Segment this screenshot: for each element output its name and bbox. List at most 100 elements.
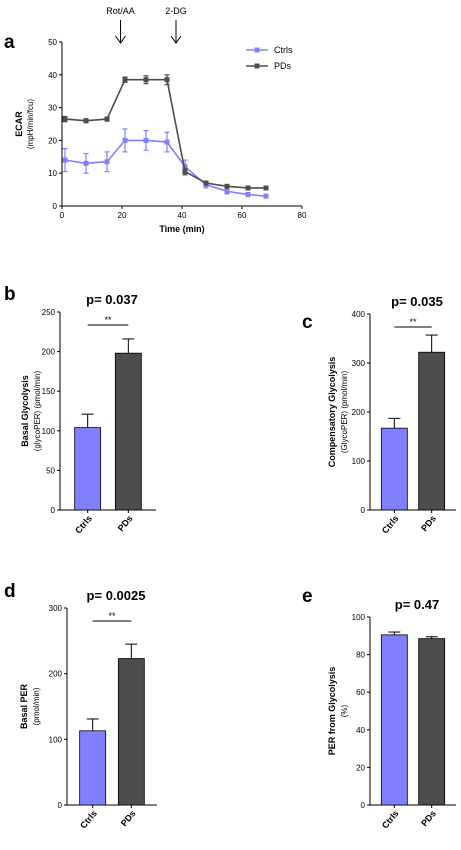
bar-pds	[418, 638, 446, 806]
y-tick-label: 100	[352, 457, 366, 466]
y-tick-label: 100	[42, 427, 56, 436]
data-point-pds	[122, 77, 128, 83]
x-tick-label: 20	[118, 211, 127, 220]
category-label: PDs	[119, 808, 138, 828]
data-point-ctrls	[224, 188, 230, 194]
y-axis-subtitle: (glycoPER) (pmol/min)	[33, 370, 42, 451]
y-tick-label: 0	[53, 202, 58, 211]
data-point-pds	[245, 185, 251, 191]
data-point-ctrls	[245, 192, 251, 198]
y-tick-label: 300	[49, 604, 63, 613]
category-label: Ctrls	[380, 513, 401, 535]
data-point-pds	[83, 118, 89, 124]
panel-label-c: c	[302, 312, 313, 333]
panel-label-a: a	[4, 32, 15, 53]
p-value-label: p= 0.47	[395, 597, 439, 612]
panel-label-b: b	[4, 284, 16, 305]
category-label: Ctrls	[380, 808, 401, 830]
x-tick-label: 60	[238, 211, 247, 220]
y-tick-label: 0	[361, 506, 366, 515]
category-label: Ctrls	[78, 808, 99, 830]
x-axis-title: Time (min)	[159, 224, 204, 234]
bar-pds	[114, 352, 142, 511]
bar-ctrls	[79, 730, 107, 806]
category-label: Ctrls	[73, 513, 94, 535]
data-point-ctrls	[62, 157, 68, 163]
y-tick-label: 200	[42, 348, 56, 357]
y-axis-subtitle: (pmol/min)	[32, 687, 41, 725]
category-label: PDs	[116, 513, 135, 533]
y-tick-label: 50	[46, 466, 55, 475]
data-point-pds	[143, 77, 149, 83]
y-tick-label: 0	[51, 506, 56, 515]
y-axis-title: Basal Glycolysis	[20, 375, 30, 447]
y-tick-label: 10	[48, 169, 57, 178]
y-tick-label: 20	[356, 763, 365, 772]
bar-ctrls	[380, 427, 408, 511]
legend-marker-pds	[254, 63, 260, 69]
data-point-ctrls	[164, 139, 170, 145]
data-point-pds	[104, 116, 110, 122]
y-tick-label: 100	[49, 735, 63, 744]
y-axis-title: Compensatory Glycolysis	[327, 357, 337, 468]
y-axis-subtitle: (%)	[340, 704, 349, 717]
significance-label: **	[104, 315, 112, 325]
x-tick-label: 40	[178, 211, 187, 220]
series-line-pds	[64, 78, 266, 189]
bar-ctrls	[380, 634, 408, 806]
y-tick-label: 50	[48, 38, 57, 47]
data-point-ctrls	[104, 159, 110, 165]
data-point-pds	[164, 77, 170, 83]
panel-label-d: d	[4, 581, 16, 602]
data-point-ctrls	[263, 193, 269, 199]
y-tick-label: 150	[42, 387, 56, 396]
annotation-label: Rot/AA	[106, 6, 135, 16]
y-tick-label: 200	[352, 408, 366, 417]
y-tick-label: 200	[49, 670, 63, 679]
y-axis-title: Basal PER	[19, 683, 29, 729]
category-label: PDs	[419, 513, 438, 533]
legend-label: Ctrls	[274, 45, 293, 55]
data-point-pds	[62, 116, 68, 122]
y-tick-label: 300	[352, 359, 366, 368]
data-point-ctrls	[83, 160, 89, 166]
bar-ctrls	[74, 427, 102, 511]
annotation-arrow-head	[170, 35, 182, 44]
legend-marker-ctrls	[254, 47, 260, 53]
significance-label: **	[108, 611, 116, 621]
y-tick-label: 40	[48, 71, 57, 80]
annotation-label: 2-DG	[165, 6, 187, 16]
legend-label: PDs	[274, 61, 292, 71]
y-tick-label: 0	[58, 801, 63, 810]
y-axis-title: PER from Glycolysis	[327, 667, 337, 756]
annotation-arrow-head	[115, 35, 126, 44]
y-tick-label: 20	[48, 136, 57, 145]
p-value-label: p= 0.035	[391, 294, 443, 309]
p-value-label: p= 0.037	[86, 292, 138, 307]
y-tick-label: 60	[356, 688, 365, 697]
x-tick-label: 80	[298, 211, 307, 220]
y-tick-label: 100	[352, 613, 366, 622]
y-tick-label: 80	[356, 651, 365, 660]
data-point-pds	[203, 180, 209, 186]
data-point-pds	[224, 183, 230, 189]
x-tick-label: 0	[60, 211, 65, 220]
data-point-ctrls	[122, 137, 128, 143]
y-tick-label: 30	[48, 104, 57, 113]
y-tick-label: 0	[361, 801, 366, 810]
p-value-label: p= 0.0025	[87, 588, 146, 603]
bar-pds	[117, 658, 145, 806]
bar-pds	[418, 351, 446, 511]
data-point-ctrls	[143, 137, 149, 143]
y-tick-label: 40	[356, 726, 365, 735]
significance-label: **	[409, 317, 417, 327]
panel-label-e: e	[302, 586, 313, 607]
y-tick-label: 250	[42, 308, 56, 317]
data-point-pds	[182, 169, 188, 175]
y-axis-title: ECAR	[14, 111, 24, 137]
data-point-pds	[263, 185, 269, 191]
y-axis-subtitle: (mpH/min/fcu)	[26, 99, 35, 150]
y-tick-label: 400	[352, 310, 366, 319]
y-axis-subtitle: (GlycoPER) (pmol/min)	[340, 371, 349, 454]
